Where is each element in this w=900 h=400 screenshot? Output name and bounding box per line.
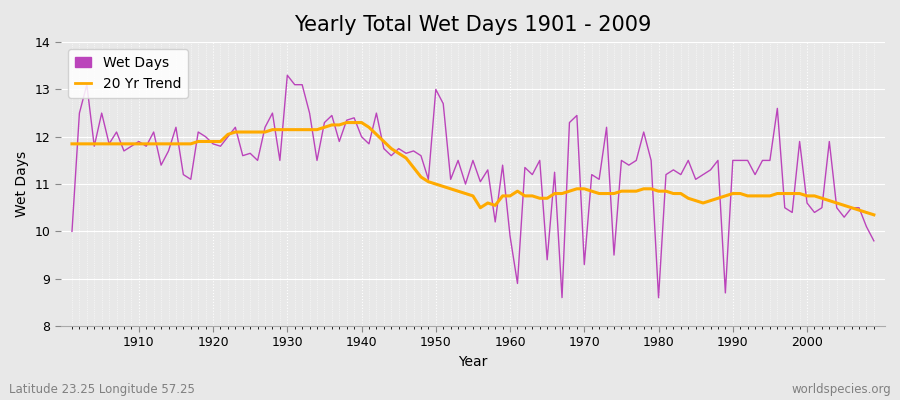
Y-axis label: Wet Days: Wet Days bbox=[15, 151, 29, 217]
X-axis label: Year: Year bbox=[458, 355, 488, 369]
Text: Latitude 23.25 Longitude 57.25: Latitude 23.25 Longitude 57.25 bbox=[9, 383, 195, 396]
20 Yr Trend bbox=[601, 191, 612, 196]
Wet Days bbox=[512, 281, 523, 286]
Title: Yearly Total Wet Days 1901 - 2009: Yearly Total Wet Days 1901 - 2009 bbox=[294, 15, 652, 35]
Line: Wet Days: Wet Days bbox=[72, 75, 874, 298]
20 Yr Trend bbox=[868, 212, 879, 217]
Wet Days bbox=[868, 238, 879, 243]
20 Yr Trend bbox=[341, 120, 352, 125]
Wet Days bbox=[341, 118, 352, 122]
Wet Days bbox=[67, 229, 77, 234]
Legend: Wet Days, 20 Yr Trend: Wet Days, 20 Yr Trend bbox=[68, 49, 188, 98]
Wet Days bbox=[505, 234, 516, 238]
20 Yr Trend bbox=[289, 127, 300, 132]
Wet Days bbox=[297, 82, 308, 87]
Text: worldspecies.org: worldspecies.org bbox=[791, 383, 891, 396]
Wet Days bbox=[608, 253, 619, 258]
Wet Days bbox=[126, 144, 137, 149]
Wet Days bbox=[282, 73, 292, 78]
20 Yr Trend bbox=[505, 194, 516, 198]
20 Yr Trend bbox=[512, 189, 523, 194]
Line: 20 Yr Trend: 20 Yr Trend bbox=[72, 122, 874, 215]
20 Yr Trend bbox=[126, 142, 137, 146]
20 Yr Trend bbox=[67, 142, 77, 146]
20 Yr Trend bbox=[334, 122, 345, 127]
Wet Days bbox=[556, 295, 567, 300]
